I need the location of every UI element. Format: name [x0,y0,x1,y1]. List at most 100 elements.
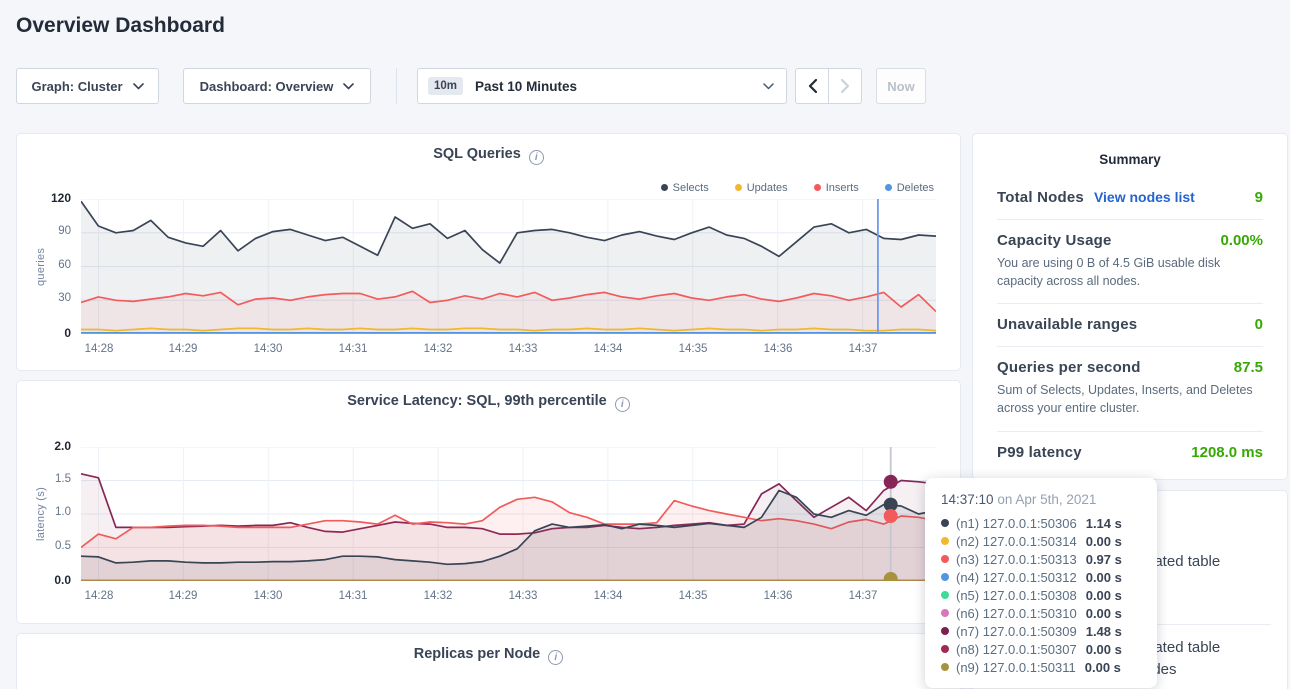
legend-label: Updates [746,181,788,194]
y-tick-label: 120 [50,191,71,205]
chevron-left-icon [808,79,817,93]
chevron-down-icon [763,82,774,90]
tooltip-node-label: (n2) 127.0.0.1:50314 [956,533,1077,549]
chart-title-row: Replicas per Node i [17,646,960,665]
chart-plot [81,447,936,581]
time-next-button[interactable] [828,68,862,104]
y-axis-label: queries [35,247,47,286]
summary-label: Total Nodes [997,189,1084,206]
tooltip-node-label: (n7) 127.0.0.1:50309 [956,623,1077,639]
x-tick-label: 14:36 [763,343,793,355]
summary-row-capacity-usage: Capacity Usage 0.00% You are using 0 B o… [997,219,1263,303]
graph-dropdown-label: Graph: Cluster [31,78,123,94]
legend-item[interactable]: Updates [734,181,788,194]
time-range-label: Past 10 Minutes [475,78,578,94]
tooltip-node-value: 0.00 s [1085,533,1122,549]
x-tick-label: 14:28 [84,590,114,602]
tooltip-node-value: 0.00 s [1085,587,1122,603]
tooltip-node-label: (n9) 127.0.0.1:50311 [956,659,1076,675]
summary-row-unavailable-ranges: Unavailable ranges 0 [997,303,1263,346]
summary-value: 0 [1254,316,1263,334]
tooltip-date: on Apr 5th, 2021 [997,492,1097,507]
tooltip-node-label: (n1) 127.0.0.1:50306 [956,515,1077,531]
x-tick-label: 14:37 [848,343,878,355]
toolbar-divider [396,68,397,104]
now-button[interactable]: Now [876,68,926,104]
summary-value: 87.5 [1233,359,1263,377]
x-tick-label: 14:29 [168,343,198,355]
legend-label: Inserts [825,181,859,194]
tooltip-row: (n6) 127.0.0.1:50310 0.00 s [941,604,1141,622]
x-tick-label: 14:35 [678,590,708,602]
tooltip-row: (n1) 127.0.0.1:50306 1.14 s [941,514,1141,532]
x-tick-label: 14:28 [84,343,114,355]
tooltip-node-value: 0.00 s [1084,659,1121,675]
x-tick-label: 14:29 [168,590,198,602]
chart-title-row: Service Latency: SQL, 99th percentile i [17,393,960,412]
tooltip-row: (n7) 127.0.0.1:50309 1.48 s [941,622,1141,640]
x-tick-label: 14:34 [593,590,623,602]
dashboard-dropdown-label: Dashboard: Overview [199,78,334,94]
tooltip-row: (n5) 127.0.0.1:50308 0.00 s [941,586,1141,604]
y-tick-label: 1.0 [55,506,71,518]
summary-value: 9 [1254,189,1263,206]
legend-item[interactable]: Inserts [813,181,859,194]
tooltip-time: 14:37:10 [941,492,994,507]
legend-label: Selects [672,181,709,194]
graph-dropdown[interactable]: Graph: Cluster [16,68,159,104]
info-icon[interactable]: i [528,150,544,165]
chart-hover-area[interactable]: 0 30 60 90 120 14:28 14:29 14:30 14:31 14:32 14:33… [17,191,960,369]
tooltip-header: 14:37:10 on Apr 5th, 2021 [941,492,1141,507]
x-tick-label: 14:30 [253,343,283,355]
summary-value: 1208.0 ms [1191,443,1263,461]
x-tick-label: 14:31 [338,590,368,602]
chart-title: Service Latency: SQL, 99th percentile [347,393,607,409]
view-nodes-link[interactable]: View nodes list [1093,189,1195,205]
tooltip-rows: (n1) 127.0.0.1:50306 1.14 s (n2) 127.0.0.1… [941,514,1141,676]
tooltip-row: (n3) 127.0.0.1:50313 0.97 s [941,550,1141,568]
x-tick-label: 14:31 [338,343,368,355]
summary-description: Sum of Selects, Updates, Inserts, and De… [997,383,1253,416]
tooltip-node-value: 1.48 s [1085,623,1122,639]
series-dot-icon [941,555,949,563]
tooltip-node-label: (n8) 127.0.0.1:50307 [956,641,1077,657]
dashboard-dropdown[interactable]: Dashboard: Overview [183,68,371,104]
y-tick-label: 60 [58,259,71,271]
chart-hover-area[interactable]: 0.0 0.5 1.0 1.5 2.0 14:28 14:29 14:30 14:31 14:32… [17,439,960,616]
y-tick-label: 30 [58,292,71,304]
tooltip-node-value: 0.00 s [1085,605,1122,621]
summary-row-total-nodes: Total Nodes View nodes list 9 [997,177,1263,219]
chart-title: Replicas per Node [413,646,541,662]
tooltip-node-label: (n6) 127.0.0.1:50310 [956,605,1077,621]
tooltip-node-value: 0.00 s [1085,641,1122,657]
summary-row-p99-latency: P99 latency 1208.0 ms [997,430,1263,474]
y-tick-label: 0.5 [55,540,71,552]
event-text-fragment: eated table [1146,639,1221,656]
tooltip-node-label: (n3) 127.0.0.1:50313 [956,551,1077,567]
replicas-per-node-chart-card: Replicas per Node i [16,633,961,689]
summary-description: You are using 0 B of 4.5 GiB usable disk… [997,256,1221,289]
chevron-down-icon [343,82,355,90]
sql-queries-chart-card: SQL Queries i Selects Updates Inserts Delete… [16,133,961,371]
x-tick-label: 14:34 [593,343,623,355]
summary-label: Capacity Usage [997,232,1112,249]
series-dot-icon [941,591,949,599]
series-dot-icon [941,519,949,527]
tooltip-node-label: (n4) 127.0.0.1:50312 [956,569,1077,585]
x-tick-label: 14:32 [423,590,453,602]
info-icon[interactable]: i [614,397,630,412]
chevron-right-icon [840,79,849,93]
y-tick-label: 0.0 [54,573,71,587]
tooltip-node-value: 0.97 s [1085,551,1122,567]
x-tick-label: 14:35 [678,343,708,355]
time-range-badge: 10m [428,77,464,95]
event-text-fragment: eated table [1146,553,1221,570]
time-range-selector[interactable]: 10m Past 10 Minutes [417,68,787,104]
info-icon[interactable]: i [548,650,564,665]
legend-item[interactable]: Deletes [884,182,934,194]
y-axis-label: latency (s) [35,486,47,542]
y-tick-label: 0 [64,326,71,340]
legend-item[interactable]: Selects [660,181,709,194]
time-prev-button[interactable] [795,68,829,104]
